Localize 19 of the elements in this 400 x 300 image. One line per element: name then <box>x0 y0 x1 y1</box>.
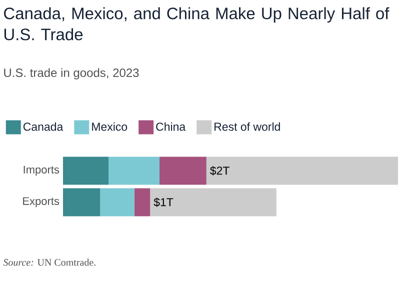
y-tick-label: Imports <box>24 166 60 176</box>
bar <box>63 188 100 216</box>
chart-title: Canada, Mexico, and China Make Up Nearly Half of U.S. Trade <box>4 7 390 40</box>
bar <box>108 156 160 185</box>
legend-label: Mexico <box>92 122 128 131</box>
chart-subtitle: U.S. trade in goods, 2023 <box>4 68 139 80</box>
bar <box>63 156 109 185</box>
legend-label: China <box>156 122 186 131</box>
bar <box>100 188 134 216</box>
legend-label: Rest of world <box>214 122 280 131</box>
total-label: $1T <box>154 198 174 207</box>
text: Source: UN Comtrade. <box>3 258 96 266</box>
bar <box>150 188 276 216</box>
bar <box>206 156 398 185</box>
legend-label: Canada <box>23 122 64 131</box>
bar <box>134 188 150 216</box>
total-label: $2T <box>210 166 230 176</box>
y-tick-label: Exports <box>23 197 60 208</box>
bar <box>159 156 206 185</box>
